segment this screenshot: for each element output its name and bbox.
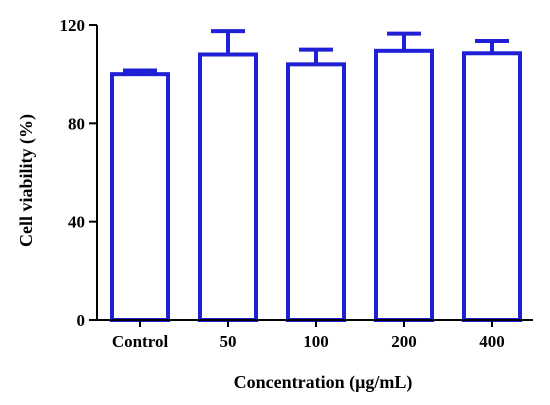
bar: [286, 62, 346, 323]
x-axis-title: Concentration (μg/mL): [234, 372, 413, 393]
axes-layer: [89, 24, 533, 327]
bars-layer: [110, 48, 522, 323]
y-tick-label: 40: [68, 213, 85, 232]
x-tick-label: Control: [112, 332, 169, 351]
x-tick-label: 200: [391, 332, 417, 351]
y-tick-label: 0: [77, 311, 86, 330]
bar: [374, 48, 434, 322]
bar: [198, 52, 258, 322]
y-tick-label: 80: [68, 114, 85, 133]
error-bars-layer: [123, 29, 509, 75]
bar: [462, 51, 522, 322]
bar: [110, 72, 170, 322]
x-tick-label: 100: [303, 332, 329, 351]
labels-layer: Control 50 100 200 400 0 40 80 120: [60, 16, 505, 351]
x-tick-label: 50: [220, 332, 237, 351]
x-tick-label: 400: [479, 332, 505, 351]
y-axis-title: Cell viability (%): [16, 114, 37, 247]
y-tick-label: 120: [60, 16, 86, 35]
